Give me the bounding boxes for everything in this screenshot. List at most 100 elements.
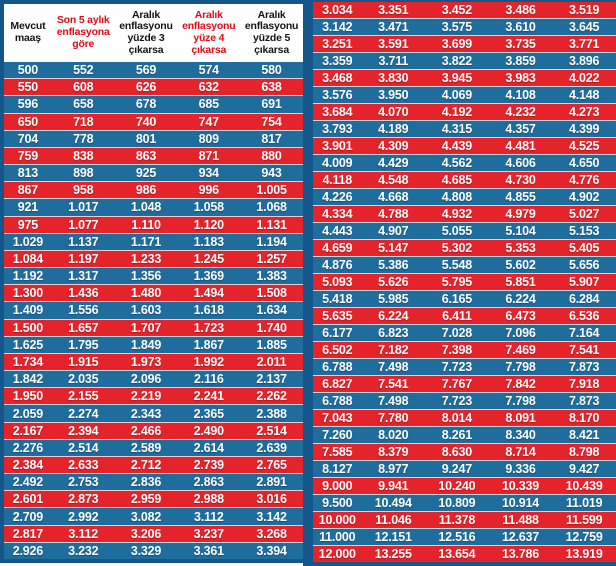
cell: 3.361 — [193, 543, 224, 558]
cell: 1.171 — [130, 234, 162, 249]
table-row: 921 1.017 1.048 1.058 1.068 — [4, 198, 303, 216]
cell: 4.189 — [378, 122, 409, 136]
table-row: 4.443 4.907 5.055 5.104 5.153 — [313, 222, 616, 239]
cell: 7.469 — [505, 343, 536, 357]
cell: 4.650 — [569, 156, 600, 170]
cell: 4.309 — [378, 139, 409, 153]
cell: 1.017 — [68, 200, 99, 215]
cell: 958 — [73, 183, 94, 198]
table-row: 7.585 8.379 8.630 8.714 8.798 — [313, 443, 616, 460]
cell: 778 — [73, 131, 94, 146]
cell: 2.873 — [68, 492, 99, 507]
cell: 3.830 — [378, 71, 409, 85]
cell: 3.735 — [505, 37, 536, 51]
cell: 2.514 — [256, 423, 287, 438]
cell: 2.601 — [12, 492, 44, 507]
cell: 8.261 — [441, 428, 473, 442]
cell: 1.625 — [12, 337, 44, 352]
cell: 3.471 — [378, 20, 409, 34]
cell: 7.842 — [505, 377, 536, 391]
cell: 13.654 — [438, 547, 476, 561]
cell: 1.480 — [130, 286, 162, 301]
cell: 10.000 — [318, 513, 356, 527]
table-row: 7.260 8.020 8.261 8.340 8.421 — [313, 426, 616, 443]
table-row: 4.659 5.147 5.302 5.353 5.405 — [313, 239, 616, 256]
cell: 1.110 — [131, 217, 161, 232]
cell: 11.378 — [438, 513, 476, 527]
cell: 2.262 — [256, 389, 287, 404]
table-row: 2.709 2.992 3.082 3.112 3.142 — [4, 507, 303, 525]
cell: 632 — [198, 80, 219, 95]
cell: 1.603 — [130, 303, 162, 318]
table-row: 1.734 1.915 1.973 1.992 2.011 — [4, 352, 303, 371]
cell: 4.876 — [322, 258, 353, 272]
cell: 2.589 — [130, 440, 162, 455]
cell: 704 — [17, 131, 39, 146]
cell: 2.739 — [193, 458, 224, 473]
cell: 3.945 — [441, 71, 473, 85]
cell: 1.740 — [256, 320, 287, 335]
table-row: 1.842 2.035 2.096 2.116 2.137 — [4, 370, 303, 388]
cell: 6.788 — [322, 394, 353, 408]
table-row: 596 658 678 685 691 — [4, 95, 303, 113]
table-row: 6.827 7.541 7.767 7.842 7.918 — [313, 375, 616, 392]
cell: 5.104 — [505, 224, 536, 238]
cell: 5.795 — [441, 275, 473, 289]
cell: 2.394 — [68, 423, 99, 438]
cell: 1.795 — [68, 337, 99, 352]
cell: 1.084 — [12, 251, 44, 266]
cell: 2.241 — [193, 389, 224, 404]
table-row: 4.226 4.668 4.808 4.855 4.902 — [313, 188, 616, 205]
cell: 718 — [73, 114, 94, 129]
cell: 7.541 — [569, 343, 600, 357]
cell: 1.634 — [256, 303, 287, 318]
table-row: 9.000 9.941 10.240 10.339 10.439 — [313, 477, 616, 494]
cell: 1.885 — [256, 337, 287, 352]
cell: 2.343 — [130, 406, 162, 421]
cell: 7.260 — [322, 428, 353, 442]
cell: 1.383 — [256, 269, 287, 284]
cell: 975 — [17, 217, 39, 232]
cell: 7.918 — [569, 377, 600, 391]
cell: 2.709 — [12, 509, 44, 524]
cell: 9.247 — [441, 462, 473, 476]
cell: 4.932 — [441, 207, 473, 221]
cell: 3.793 — [322, 122, 353, 136]
cell: 809 — [198, 131, 219, 146]
cell: 8.714 — [505, 445, 536, 459]
cell: 6.827 — [322, 377, 353, 391]
table-row: 550 608 626 632 638 — [4, 78, 303, 96]
cell: 4.668 — [378, 190, 409, 204]
table-row: 11.000 12.151 12.516 12.637 12.759 — [313, 528, 616, 545]
cell: 12.151 — [374, 530, 412, 544]
cell: 8.170 — [569, 411, 600, 425]
cell: 6.224 — [505, 292, 536, 306]
cell: 1.500 — [12, 320, 44, 335]
cell: 1.915 — [68, 355, 99, 369]
header-cell: Aralık enflasyonu yüzde 5 çıkarsa — [244, 8, 299, 56]
cell: 1.867 — [193, 337, 224, 352]
header-cell: Aralık enflasyonu yüze 4 çıkarsa — [182, 8, 236, 56]
cell: 2.116 — [193, 372, 224, 387]
cell: 691 — [261, 97, 282, 112]
table-row: 1.950 2.155 2.219 2.241 2.262 — [4, 387, 303, 405]
table-row: 3.793 4.189 4.315 4.357 4.399 — [313, 120, 616, 137]
table-row: 759 838 863 871 880 — [4, 146, 303, 165]
cell: 8.379 — [378, 445, 409, 459]
table-row: 5.418 5.985 6.165 6.224 6.284 — [313, 290, 616, 307]
header-cell: Mevcut maaş — [10, 20, 46, 44]
cell: 626 — [135, 80, 157, 95]
cell: 3.251 — [322, 37, 353, 51]
table-row: 4.334 4.788 4.932 4.979 5.027 — [313, 205, 616, 222]
cell: 11.000 — [319, 530, 356, 544]
cell: 1.029 — [12, 234, 44, 249]
left-table-panel: Mevcut maaş Son 5 aylık enflasyona göre Ar… — [0, 0, 303, 566]
cell: 6.224 — [378, 309, 409, 323]
cell: 759 — [17, 148, 39, 163]
cell: 8.020 — [378, 428, 409, 442]
cell: 2.466 — [130, 423, 162, 438]
cell: 4.808 — [441, 190, 473, 204]
cell: 3.034 — [322, 3, 353, 17]
table-row: 10.000 11.046 11.378 11.488 11.599 — [313, 511, 616, 528]
cell: 4.562 — [441, 156, 473, 170]
